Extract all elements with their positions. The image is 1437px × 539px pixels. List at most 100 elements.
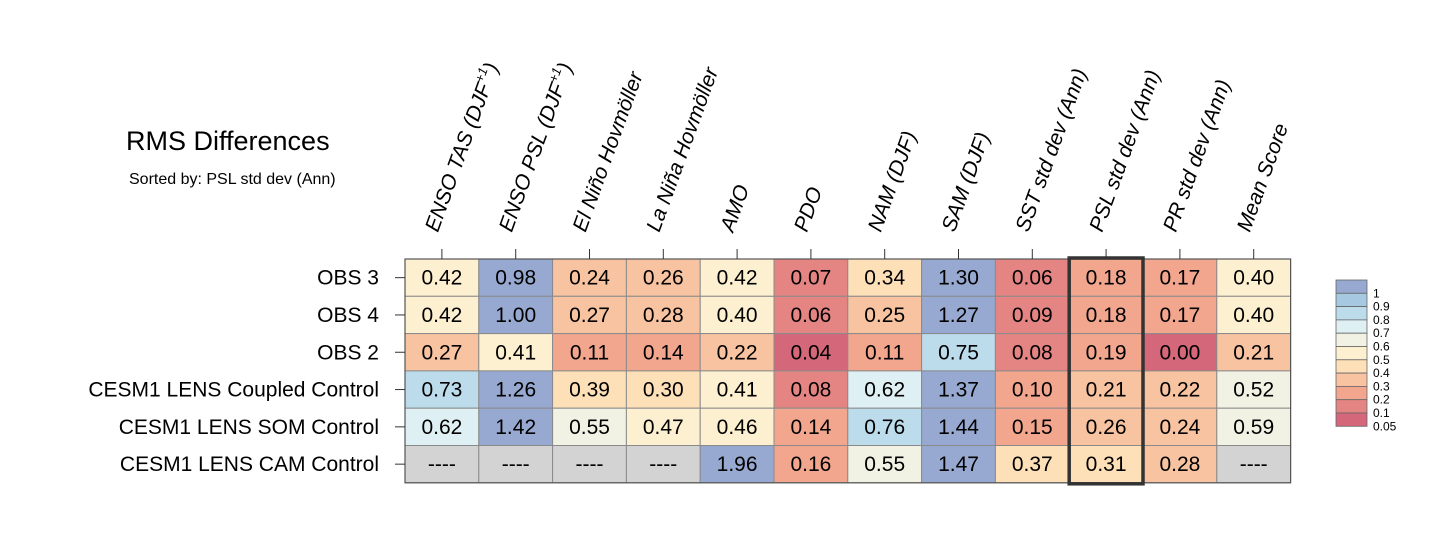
cell-value: 0.22 (717, 341, 758, 364)
colorbar-tick-label: 0.9 (1373, 300, 1390, 314)
cell-value: 0.07 (790, 267, 831, 290)
chart-subtitle: Sorted by: PSL std dev (Ann) (129, 171, 336, 188)
heatmap-cell (994, 445, 1070, 484)
heatmap-cells: 0.42 0.98 0.24 0.26 0.42 0.07 0.34 1.30 0.06 0.18… (404, 256, 1292, 486)
cell-value: 0.06 (790, 304, 831, 327)
cell-value: 0.22 (1159, 379, 1200, 402)
colorbar: 10.90.80.70.60.50.40.30.20.10.05 (1335, 279, 1397, 433)
row-label: OBS 3 (317, 267, 379, 290)
heatmap-cell (921, 295, 996, 335)
heatmap-cell (699, 333, 775, 372)
cell-value: 0.42 (421, 304, 462, 327)
row-label: CESM1 LENS CAM Control (120, 453, 379, 476)
heatmap-cell (1142, 333, 1218, 372)
cell-value: 0.27 (569, 304, 610, 327)
chart-title: RMS Differences (126, 126, 330, 156)
column-label: La Niña Hovmöller (642, 64, 723, 235)
cell-value: 0.18 (1086, 304, 1127, 327)
heatmap-cell (478, 333, 554, 372)
heatmap-cell (773, 295, 849, 335)
cell-value: 0.17 (1159, 304, 1200, 327)
heatmap-cell (1142, 407, 1218, 447)
cell-value: 0.26 (1086, 416, 1127, 439)
column-label: SST std dev (Ann) (1011, 66, 1091, 235)
cell-value: 0.08 (790, 379, 831, 402)
cell-value: 0.98 (495, 267, 536, 290)
cell-value: 0.00 (1159, 341, 1200, 364)
colorbar-swatch (1335, 346, 1368, 361)
column-label: SAM (DJF) (938, 129, 995, 234)
cell-value: 0.28 (1159, 453, 1200, 476)
cell-value: 0.11 (865, 341, 904, 364)
colorbar-swatch (1335, 412, 1368, 427)
row-label: CESM1 LENS SOM Control (119, 416, 379, 439)
colorbar-tick-label: 0.6 (1373, 340, 1390, 354)
heatmap-cell (625, 333, 701, 372)
cell-value: 0.73 (421, 379, 462, 402)
cell-value: ---- (649, 453, 677, 476)
cell-value: 0.40 (1233, 267, 1274, 290)
cell-value: 1.47 (938, 453, 979, 476)
cell-value: 0.55 (569, 416, 610, 439)
cell-value: 0.31 (1086, 453, 1127, 476)
heatmap-cell (773, 407, 849, 447)
colorbar-tick-label: 0.7 (1373, 326, 1390, 340)
cell-value: 0.47 (643, 416, 684, 439)
colorbar-swatch (1335, 372, 1368, 387)
cell-value: 0.09 (1012, 304, 1053, 327)
cell-value: 1.37 (938, 379, 979, 402)
cell-value: 0.40 (1233, 304, 1274, 327)
cell-value: 0.14 (643, 341, 684, 364)
cell-value: 0.46 (717, 416, 758, 439)
cell-value: 0.37 (1012, 453, 1053, 476)
cell-value: 0.15 (1012, 416, 1053, 439)
colorbar-tick-label: 0.3 (1373, 379, 1390, 393)
column-label: El Niño Hovmöller (569, 68, 648, 235)
colorbar-tick-label: 0.5 (1373, 353, 1390, 367)
colorbar-swatch (1335, 399, 1368, 414)
heatmap-cell (404, 258, 480, 297)
heatmap-cell (552, 407, 627, 447)
colorbar-swatch (1335, 279, 1368, 294)
cell-value: 0.76 (864, 416, 905, 439)
heatmap-cell (625, 295, 701, 335)
heatmap-cell (1068, 295, 1144, 335)
heatmap-cell (921, 445, 996, 484)
cell-value: 0.41 (717, 379, 758, 402)
cell-value: 1.30 (938, 267, 979, 290)
row-label: OBS 2 (317, 341, 379, 364)
heatmap-cell (921, 407, 996, 447)
heatmap-cell (1142, 370, 1218, 409)
colorbar-tick-label: 0.8 (1373, 313, 1390, 327)
heatmap-cell (1216, 370, 1292, 409)
heatmap-cell (847, 295, 923, 335)
row-label: CESM1 LENS Coupled Control (88, 379, 379, 402)
heatmap-cell (1216, 445, 1292, 484)
cell-value: 0.24 (1159, 416, 1200, 439)
cell-value: 0.08 (1012, 341, 1053, 364)
colorbar-swatch (1335, 332, 1368, 347)
heatmap-cell (404, 370, 480, 409)
heatmap-cell (699, 445, 775, 484)
column-label: PSL std dev (Ann) (1085, 67, 1165, 235)
cell-value: 0.42 (717, 267, 758, 290)
heatmap-cell (1068, 370, 1144, 409)
grid-border (404, 258, 1292, 484)
cell-value: 0.62 (864, 379, 905, 402)
row-label: OBS 4 (317, 304, 379, 327)
colorbar-swatch (1335, 359, 1368, 374)
column-label: ENSO TAS (DJF+1) (418, 59, 503, 235)
colorbar-tick-label: 1 (1373, 286, 1380, 300)
cell-value: 0.25 (864, 304, 905, 327)
cell-value: 0.40 (717, 304, 758, 327)
heatmap-ticks (395, 249, 1255, 465)
cell-value: 0.26 (643, 267, 684, 290)
cell-value: 0.41 (495, 341, 536, 364)
cell-value: 0.28 (643, 304, 684, 327)
cell-value: 0.04 (790, 341, 831, 364)
cell-value: 0.18 (1086, 267, 1127, 290)
column-label: Mean Score (1233, 120, 1293, 234)
cell-value: 0.34 (864, 267, 905, 290)
cell-value: 0.19 (1086, 341, 1127, 364)
